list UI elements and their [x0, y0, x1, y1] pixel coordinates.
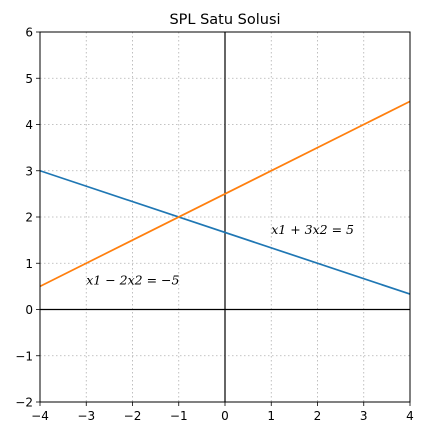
y-tick-label-5: 3 — [25, 164, 33, 178]
x-tick-label-7: 3 — [360, 409, 368, 423]
zero-axes — [40, 32, 410, 402]
y-tick-label-1: −1 — [15, 349, 33, 363]
series-line-2 — [39, 100, 411, 288]
chart-title: SPL Satu Solusi — [169, 12, 280, 28]
y-tick-label-6: 4 — [25, 118, 33, 132]
series-group — [39, 100, 411, 295]
annotations: x1 + 3x2 = 5 x1 − 2x2 = −5 — [86, 222, 354, 288]
x-tick-label-1: −3 — [77, 409, 95, 423]
y-tick-label-4: 2 — [25, 211, 33, 225]
x-tick-label-8: 4 — [406, 409, 414, 423]
y-tick-label-0: −2 — [15, 396, 33, 410]
x-tick-label-5: 1 — [267, 409, 275, 423]
y-tick-label-7: 5 — [25, 72, 33, 86]
y-tick-label-2: 0 — [25, 303, 33, 317]
ticks: −4 −3 −2 −1 0 1 2 3 4 −2 −1 0 1 2 3 4 5 6 — [15, 26, 414, 424]
series-line-1 — [39, 169, 411, 295]
annotation-1: x1 + 3x2 = 5 — [271, 222, 354, 237]
y-tick-label-3: 1 — [25, 257, 33, 271]
x-tick-label-6: 2 — [314, 409, 322, 423]
y-tick-label-8: 6 — [25, 26, 33, 40]
x-tick-label-4: 0 — [221, 409, 229, 423]
annotation-2: x1 − 2x2 = −5 — [86, 273, 179, 288]
x-tick-label-3: −1 — [170, 409, 188, 423]
x-tick-label-0: −4 — [31, 409, 49, 423]
x-tick-label-2: −2 — [124, 409, 142, 423]
